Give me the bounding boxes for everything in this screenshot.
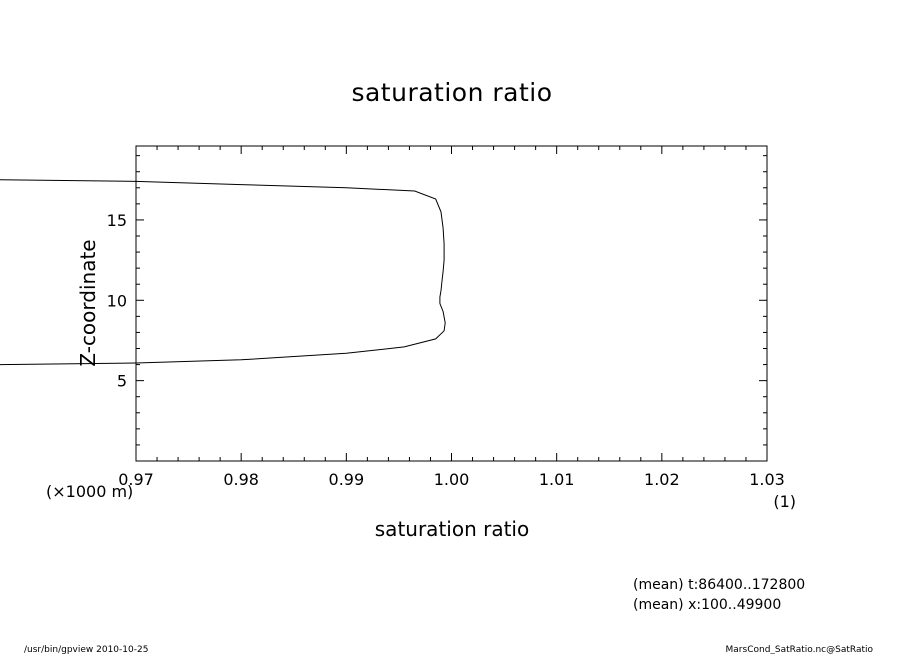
y-tick-label: 5 <box>117 372 127 391</box>
annotation-time-mean: (mean) t:86400..172800 <box>633 577 805 593</box>
y-unit-label: (×1000 m) <box>46 482 133 501</box>
x-tick-label: 0.99 <box>329 470 365 489</box>
x-tick-label: 1.00 <box>434 470 470 489</box>
x-tick-label: 0.98 <box>223 470 259 489</box>
y-tick-labels: 5 10 15 <box>107 211 127 391</box>
axis-ticks <box>135 146 768 461</box>
x-tick-label: 0.97 <box>118 470 154 489</box>
y-axis-label: Z-coordinate <box>76 239 100 366</box>
x-axis-label: saturation ratio <box>375 517 529 541</box>
footer-left: /usr/bin/gpview 2010-10-25 <box>24 645 148 654</box>
y-tick-label: 15 <box>107 211 127 230</box>
footer-right: MarsCond_SatRatio.nc@SatRatio <box>726 645 874 654</box>
annotation-x-mean: (mean) x:100..49900 <box>633 597 781 613</box>
series-line <box>0 179 446 366</box>
y-tick-label: 10 <box>107 291 127 310</box>
chart-title: saturation ratio <box>351 78 552 107</box>
x-unit-label: (1) <box>773 492 796 511</box>
x-tick-label: 1.03 <box>749 470 785 489</box>
x-tick-labels: 0.97 0.98 0.99 1.00 1.01 1.02 1.03 <box>118 470 785 489</box>
plot-frame <box>135 145 768 462</box>
x-tick-label: 1.02 <box>644 470 680 489</box>
x-tick-label: 1.01 <box>539 470 575 489</box>
